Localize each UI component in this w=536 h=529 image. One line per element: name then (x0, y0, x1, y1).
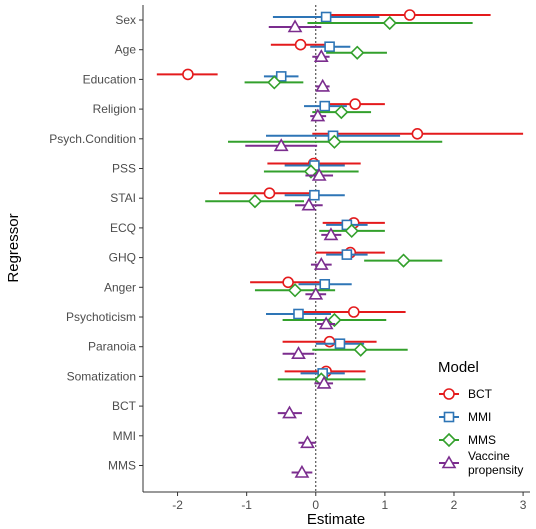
x-tick-label: -2 (172, 498, 183, 512)
y-tick-label: GHQ (109, 251, 136, 265)
legend-title: Model (438, 359, 479, 376)
y-tick-label: BCT (112, 399, 137, 413)
x-tick-label: 3 (520, 498, 527, 512)
x-tick-label: 1 (382, 498, 389, 512)
diamond-marker (396, 253, 411, 268)
triangle-marker (300, 435, 315, 449)
circle-marker (403, 9, 416, 21)
y-tick-label: STAI (110, 191, 136, 205)
x-axis-title: Estimate (307, 511, 365, 528)
x-tick-label: 2 (451, 498, 458, 512)
y-tick-label: ECQ (110, 221, 136, 235)
y-tick-label: Somatization (67, 369, 136, 383)
legend-item: MMI (439, 410, 491, 424)
y-tick-label: Psychoticism (66, 310, 136, 324)
square-marker (324, 41, 335, 53)
y-tick-label: MMI (113, 429, 136, 443)
square-marker (275, 71, 287, 82)
square-marker (293, 308, 304, 320)
square-marker (319, 100, 331, 112)
circle-marker (182, 68, 194, 81)
y-tick-label: PSS (112, 162, 136, 176)
x-tick-labels: -2 -1 0 1 2 3 (172, 492, 527, 512)
circle-marker (349, 98, 361, 110)
diamond-marker (353, 342, 368, 357)
circle-marker (411, 128, 424, 140)
square-marker (320, 11, 332, 23)
triangle-marker (294, 464, 310, 478)
triangle-marker (291, 346, 306, 360)
y-axis-title: Regressor (5, 213, 22, 282)
triangle-marker (301, 197, 317, 211)
legend-label: propensity (468, 463, 523, 477)
y-tick-label: Religion (93, 102, 136, 116)
square-marker (334, 338, 346, 350)
circle-marker (443, 388, 455, 400)
circle-marker (323, 335, 336, 348)
diamond-marker (382, 15, 397, 31)
circle-marker (347, 306, 360, 318)
legend-label: Vaccine (468, 449, 510, 463)
triangle-marker (316, 375, 332, 389)
x-tick-label: -1 (241, 498, 252, 512)
y-tick-label: Paranoia (88, 340, 136, 354)
diamond-marker (350, 45, 365, 60)
diamond-marker (327, 134, 342, 149)
circle-marker (294, 38, 307, 51)
square-marker (443, 411, 455, 423)
y-tick-label: Anger (104, 280, 136, 294)
legend-label: MMS (468, 433, 496, 447)
triangle-marker (315, 78, 331, 92)
legend-item: BCT (439, 387, 493, 401)
y-tick-label: Sex (115, 13, 136, 27)
y-tick-label: Psych.Condition (49, 132, 136, 146)
y-tick-label: Education (83, 72, 136, 86)
triangle-marker (313, 256, 329, 270)
diamond-marker (267, 75, 282, 90)
diamond-marker (287, 283, 303, 298)
triangle-marker (311, 167, 327, 181)
triangle-marker (313, 49, 329, 63)
y-tick-label: MMS (108, 459, 136, 473)
square-marker (309, 189, 320, 201)
square-marker (319, 278, 331, 290)
triangle-marker (441, 455, 457, 469)
y-tick-label: Age (115, 43, 137, 57)
diamond-marker (334, 104, 349, 120)
circle-marker (263, 187, 276, 199)
legend-label: BCT (468, 387, 493, 401)
legend-label: MMI (468, 410, 491, 424)
square-marker (341, 249, 353, 260)
y-tick-labels: Sex Age Education Religion Psych.Condition PS… (49, 13, 143, 473)
triangle-marker (287, 19, 303, 33)
x-tick-label: 0 (312, 498, 319, 512)
series-vaccine-propensity (245, 19, 342, 478)
chart-marks (156, 9, 524, 478)
triangle-marker (318, 316, 334, 330)
series-mms (205, 15, 473, 387)
diamond-marker (247, 194, 263, 209)
legend-item: MMS (439, 432, 496, 448)
triangle-marker (323, 227, 339, 241)
triangle-marker (282, 405, 297, 419)
series-mmi (263, 11, 401, 379)
circle-marker (282, 276, 294, 289)
triangle-marker (308, 286, 324, 300)
diamond-marker (441, 432, 457, 448)
triangle-marker (310, 108, 326, 122)
diamond-marker (344, 223, 359, 239)
triangle-marker (273, 138, 289, 152)
